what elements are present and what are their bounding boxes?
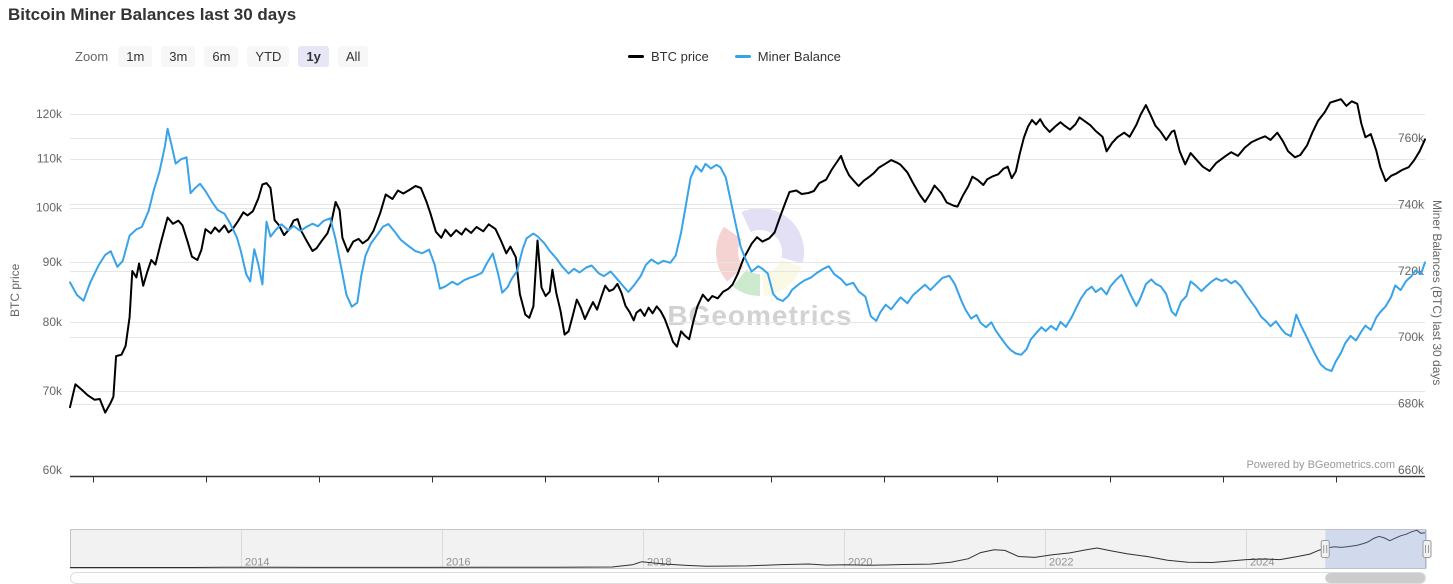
logo-arc — [732, 268, 761, 296]
navigator-year-label: 2016 — [446, 557, 470, 569]
legend: BTC price Miner Balance — [628, 49, 841, 64]
y-left-tick-label: 110k — [37, 152, 63, 166]
range-button-3m[interactable]: 3m — [161, 46, 196, 67]
legend-label-miner-balance: Miner Balance — [757, 49, 841, 64]
range-button-1m[interactable]: 1m — [118, 46, 153, 67]
navigator-series-line — [70, 529, 1426, 568]
scrollbar-track[interactable] — [70, 572, 1426, 584]
logo-arc — [741, 208, 804, 264]
range-selector: Zoom 1m 3m 6m YTD 1y All — [75, 46, 369, 67]
navigator-handle-left[interactable] — [1320, 540, 1330, 558]
y-right-tick-label: 720k — [1398, 264, 1425, 278]
legend-item-btc-price[interactable]: BTC price — [628, 49, 709, 64]
y-left-tick-label: 90k — [43, 255, 63, 269]
range-button-ytd[interactable]: YTD — [247, 46, 290, 67]
navigator-selected-range[interactable] — [1325, 529, 1427, 569]
credits-link[interactable]: Powered by BGeometrics.com — [1246, 459, 1395, 471]
y-left-tick-label: 60k — [43, 463, 63, 477]
y-right-tick-label: 660k — [1398, 463, 1425, 477]
range-button-1y[interactable]: 1y — [298, 46, 329, 67]
navigator-year-label: 2014 — [245, 557, 269, 569]
logo-arc — [761, 258, 802, 296]
y-left-tick-label: 80k — [43, 315, 63, 329]
logo-arc — [716, 226, 745, 282]
navigator-handle-right[interactable] — [1422, 540, 1432, 558]
legend-item-miner-balance[interactable]: Miner Balance — [734, 49, 841, 64]
y-right-tick-label: 700k — [1398, 330, 1425, 344]
btc-price-line-swatch — [628, 55, 644, 58]
y-left-tick-label: 70k — [43, 384, 63, 398]
y-right-tick-label: 760k — [1398, 131, 1425, 145]
navigator-mask-outside[interactable] — [70, 529, 1326, 569]
navigator-year-label: 2018 — [647, 557, 671, 569]
y-left-tick-label: 100k — [36, 201, 63, 215]
y-right-tick-label: 680k — [1398, 397, 1425, 411]
y-right-tick-label: 740k — [1398, 197, 1425, 211]
range-button-all[interactable]: All — [337, 46, 369, 67]
scrollbar-thumb[interactable] — [1325, 573, 1425, 583]
miner-balance-series-line — [69, 127, 1426, 373]
y-left-tick-label: 120k — [36, 107, 63, 121]
navigator-year-label: 2022 — [1049, 557, 1073, 569]
range-button-6m[interactable]: 6m — [204, 46, 239, 67]
page-title: Bitcoin Miner Balances last 30 days — [8, 5, 297, 24]
bgeometrics-logo-icon — [716, 208, 804, 296]
y-axis-title-right: Miner Balances (BTC) last 30 days — [1430, 200, 1444, 386]
btc-price-series-line — [69, 98, 1426, 414]
miner-balance-line-swatch — [734, 55, 751, 58]
legend-label-btc-price: BTC price — [651, 49, 709, 64]
zoom-label: Zoom — [75, 49, 109, 64]
